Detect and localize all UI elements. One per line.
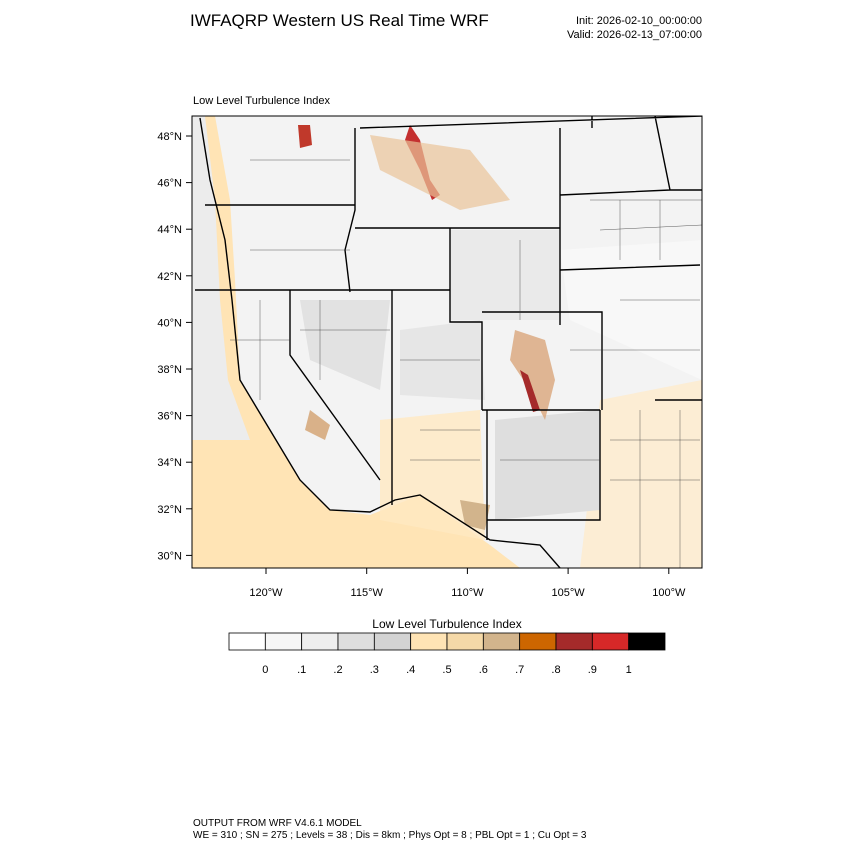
colorbar-box — [373, 632, 412, 651]
lon-label: 105°W — [552, 587, 586, 599]
colorbar-label: .5 — [442, 664, 451, 676]
lon-label: 100°W — [652, 587, 686, 599]
colorbar-label: 1 — [626, 664, 632, 676]
colorbar-label: .1 — [297, 664, 306, 676]
map-label: Low Level Turbulence Index — [193, 95, 330, 107]
lat-label: 32°N — [157, 504, 182, 516]
colorbar-label: .8 — [551, 664, 560, 676]
colorbar-label: .9 — [588, 664, 597, 676]
colorbar-box — [337, 632, 375, 651]
lat-label: 30°N — [157, 550, 182, 562]
colorbar-box — [482, 632, 521, 651]
lat-label: 40°N — [157, 317, 182, 329]
lat-label: 48°N — [157, 131, 182, 143]
lat-label: 38°N — [157, 364, 182, 376]
title: IWFAQRP Western US Real Time WRF — [190, 11, 489, 30]
colorbar-label: .6 — [479, 664, 488, 676]
lat-label: 44°N — [157, 224, 182, 236]
colorbar-box — [519, 632, 557, 651]
colorbar-label: .2 — [333, 664, 342, 676]
colorbar-box — [591, 632, 630, 651]
colorbar-box — [301, 632, 339, 651]
colorbar-box — [555, 632, 593, 651]
lat-label: 36°N — [157, 411, 182, 423]
colorbar-box — [628, 632, 666, 651]
lat-label: 42°N — [157, 271, 182, 283]
colorbar-box — [446, 632, 484, 651]
lon-label: 120°W — [249, 587, 283, 599]
lon-label: 115°W — [351, 587, 384, 599]
colorbar-title: Low Level Turbulence Index — [372, 617, 521, 631]
footer-line: OUTPUT FROM WRF V4.6.1 MODEL — [193, 818, 362, 829]
colorbar-label: .7 — [515, 664, 524, 676]
colorbar-box — [264, 632, 303, 651]
colorbar-label: .4 — [406, 664, 415, 676]
map — [191, 115, 703, 569]
colorbar-label: 0 — [262, 664, 268, 676]
colorbar-box — [228, 632, 266, 651]
lat-label: 46°N — [157, 178, 182, 190]
colorbar-box — [410, 632, 448, 651]
lat-label: 34°N — [157, 457, 182, 469]
footer-line: WE = 310 ; SN = 275 ; Levels = 38 ; Dis … — [193, 830, 587, 841]
valid-time: Valid: 2026-02-13_07:00:00 — [567, 29, 702, 41]
colorbar-label: .3 — [370, 664, 379, 676]
init-time: Init: 2026-02-10_00:00:00 — [576, 15, 702, 27]
lon-label: 110°W — [451, 587, 484, 599]
